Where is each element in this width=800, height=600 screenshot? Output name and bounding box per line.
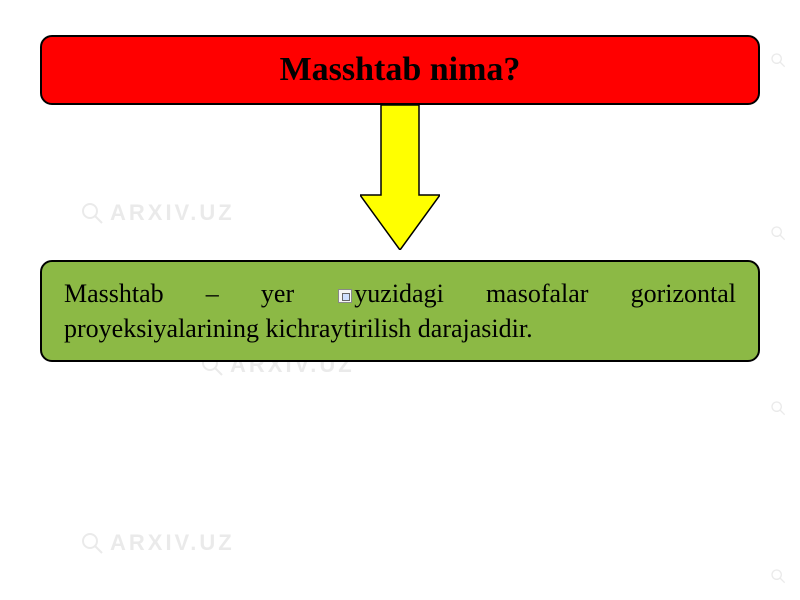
watermark (770, 568, 794, 592)
watermark: ARXIV.UZ (80, 200, 235, 226)
magnifier-icon (770, 400, 794, 424)
down-arrow (360, 105, 440, 250)
watermark (770, 225, 794, 249)
definition-part1: Masshtab – yer (64, 279, 336, 308)
definition-text: Masshtab – yer yuzidagi masofalar gorizo… (64, 276, 736, 346)
magnifier-icon (80, 201, 104, 225)
watermark: ARXIV.UZ (80, 530, 235, 556)
magnifier-icon (770, 225, 794, 249)
magnifier-icon (770, 52, 794, 76)
broken-image-icon (338, 289, 352, 303)
arrow-polygon (360, 105, 440, 250)
watermark (770, 400, 794, 424)
watermark (770, 52, 794, 76)
title-box: Masshtab nima? (40, 35, 760, 105)
definition-box: Masshtab – yer yuzidagi masofalar gorizo… (40, 260, 760, 362)
magnifier-icon (770, 568, 794, 592)
watermark-text: ARXIV.UZ (110, 530, 235, 556)
watermark-text: ARXIV.UZ (110, 200, 235, 226)
magnifier-icon (80, 531, 104, 555)
title-text: Masshtab nima? (280, 51, 521, 89)
